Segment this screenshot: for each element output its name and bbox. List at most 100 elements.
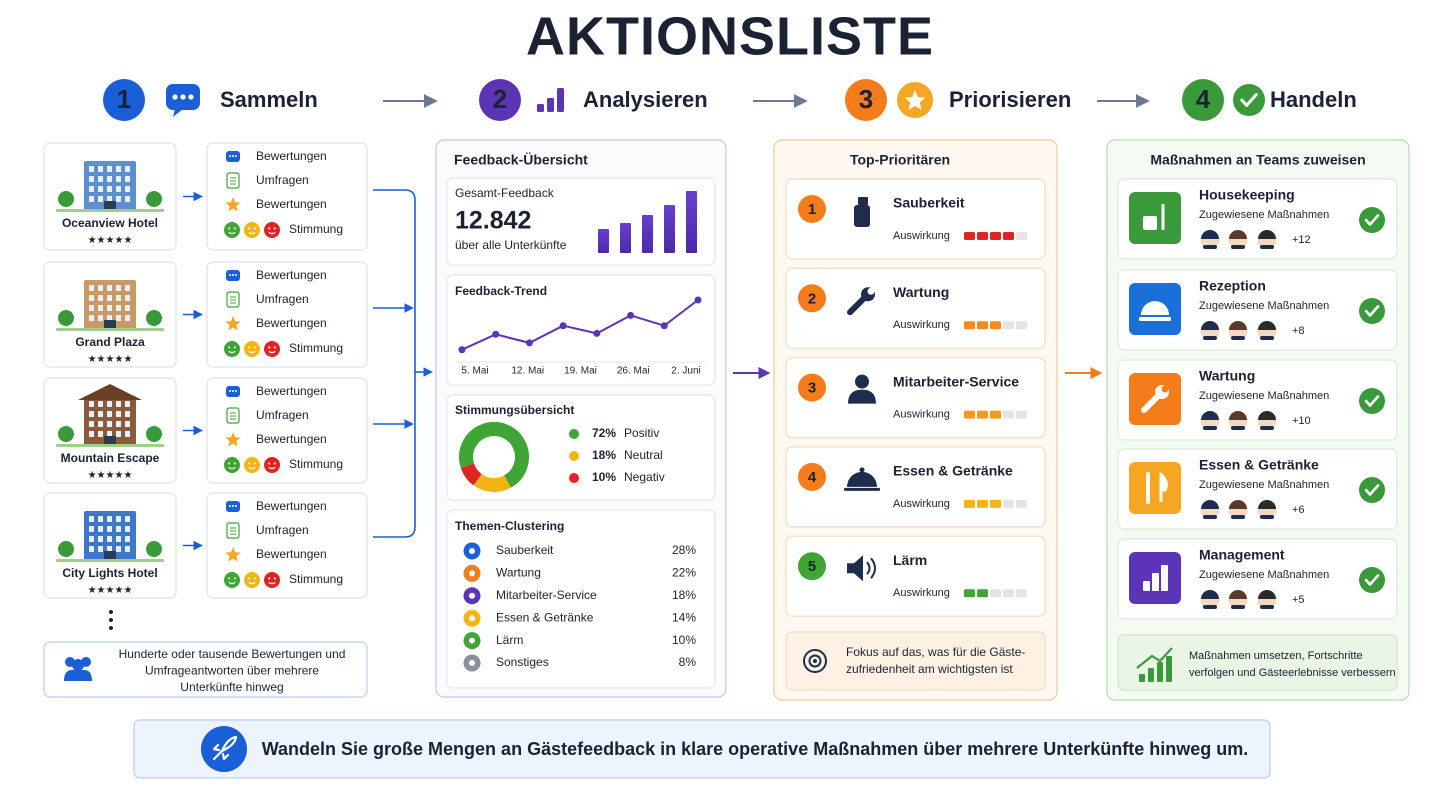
avatar-shirt bbox=[1231, 336, 1245, 340]
team-extra: +12 bbox=[1292, 234, 1311, 246]
step-label: Analysieren bbox=[583, 87, 708, 112]
impact-segment bbox=[977, 410, 988, 419]
window bbox=[125, 536, 130, 542]
trend-point bbox=[458, 346, 466, 354]
footer-banner bbox=[133, 719, 1271, 779]
team-extra: +8 bbox=[1292, 325, 1305, 337]
chat-dot bbox=[235, 390, 237, 392]
cluster-name: Essen & Getränke bbox=[496, 610, 594, 624]
bars-icon bbox=[537, 104, 544, 112]
priority-name: Mitarbeiter-Service bbox=[893, 373, 1019, 389]
more-dot bbox=[109, 626, 113, 630]
window bbox=[89, 401, 94, 407]
face-mouth bbox=[228, 350, 236, 354]
rank-number: 3 bbox=[808, 380, 816, 397]
window bbox=[107, 536, 112, 542]
window bbox=[125, 516, 130, 522]
teams-note: Maßnahmen umsetzen, Fortschritte bbox=[1189, 650, 1363, 662]
step-number: 2 bbox=[493, 84, 507, 114]
rank-number: 4 bbox=[808, 469, 817, 486]
collect-note-box bbox=[43, 641, 368, 698]
source-label: Umfragen bbox=[256, 173, 309, 187]
tree bbox=[58, 541, 74, 557]
face-mouth bbox=[228, 581, 236, 585]
source-label: Umfragen bbox=[256, 292, 309, 306]
check-mark bbox=[1240, 93, 1258, 107]
hotel-name: Mountain Escape bbox=[61, 451, 160, 465]
face-eye bbox=[233, 346, 236, 349]
face-icon bbox=[264, 222, 280, 238]
legend-dot bbox=[569, 473, 579, 483]
ground bbox=[56, 209, 164, 212]
star-icon-small bbox=[225, 316, 241, 331]
face-mouth bbox=[228, 466, 236, 470]
sentiment-name: Neutral bbox=[624, 448, 663, 462]
source-label: Stimmung bbox=[289, 341, 343, 355]
window bbox=[89, 176, 94, 182]
impact-segment bbox=[977, 589, 988, 598]
impact-label: Auswirkung bbox=[893, 587, 950, 599]
avatar-hair bbox=[1229, 230, 1247, 239]
window bbox=[89, 516, 94, 522]
chart-glyph bbox=[1152, 573, 1159, 591]
window bbox=[125, 166, 130, 172]
team-icon bbox=[1129, 462, 1181, 514]
window bbox=[107, 421, 112, 427]
face-eye bbox=[228, 577, 231, 580]
window bbox=[89, 196, 94, 202]
trend-x-label: 5. Mai bbox=[461, 366, 488, 377]
window bbox=[116, 315, 121, 321]
face-eye bbox=[273, 346, 276, 349]
face-icon bbox=[244, 341, 260, 357]
window bbox=[125, 285, 130, 291]
source-label: Stimmung bbox=[289, 457, 343, 471]
teams-note-box bbox=[1117, 634, 1398, 691]
window bbox=[116, 401, 121, 407]
window bbox=[116, 536, 121, 542]
chart-glyph bbox=[1143, 581, 1150, 591]
window bbox=[89, 411, 94, 417]
window bbox=[89, 526, 94, 532]
hotel-rating: ★★★★★ bbox=[88, 235, 133, 246]
window bbox=[98, 186, 103, 192]
face-eye bbox=[253, 577, 256, 580]
cluster-glyph bbox=[469, 570, 475, 577]
sentiment-value: 72% bbox=[592, 426, 616, 440]
door bbox=[104, 320, 116, 330]
chat-dot bbox=[235, 505, 237, 507]
face-icon bbox=[224, 341, 240, 357]
avatar-shirt bbox=[1203, 336, 1217, 340]
face-eye bbox=[233, 227, 236, 230]
window bbox=[98, 166, 103, 172]
source-card bbox=[206, 142, 368, 251]
impact-segment-empty bbox=[1003, 589, 1014, 598]
step-number: 4 bbox=[1196, 84, 1211, 114]
face-mouth bbox=[248, 350, 256, 354]
avatar-hair bbox=[1229, 411, 1247, 420]
window bbox=[98, 526, 103, 532]
impact-segment-empty bbox=[1016, 232, 1027, 240]
window bbox=[107, 526, 112, 532]
face-eye bbox=[233, 462, 236, 465]
sentiment-value: 18% bbox=[592, 448, 616, 462]
window bbox=[89, 421, 94, 427]
window bbox=[125, 411, 130, 417]
avatar-hair bbox=[1258, 500, 1276, 509]
face-eye bbox=[248, 462, 251, 465]
check-mark bbox=[1364, 305, 1380, 317]
rocket-icon bbox=[212, 735, 238, 761]
priority-card bbox=[785, 267, 1046, 349]
face-mouth bbox=[268, 231, 276, 235]
chat-dot bbox=[229, 505, 231, 507]
window bbox=[107, 196, 112, 202]
window bbox=[98, 421, 103, 427]
trend-point bbox=[660, 322, 668, 330]
team-name: Housekeeping bbox=[1199, 187, 1295, 203]
target-icon bbox=[803, 649, 827, 673]
face-eye bbox=[228, 462, 231, 465]
avatar-hair bbox=[1258, 321, 1276, 330]
spray-icon bbox=[854, 205, 870, 227]
trend-point bbox=[525, 339, 533, 347]
cluster-share: 28% bbox=[672, 543, 696, 557]
team-subtitle: Zugewiesene Maßnahmen bbox=[1199, 390, 1329, 402]
